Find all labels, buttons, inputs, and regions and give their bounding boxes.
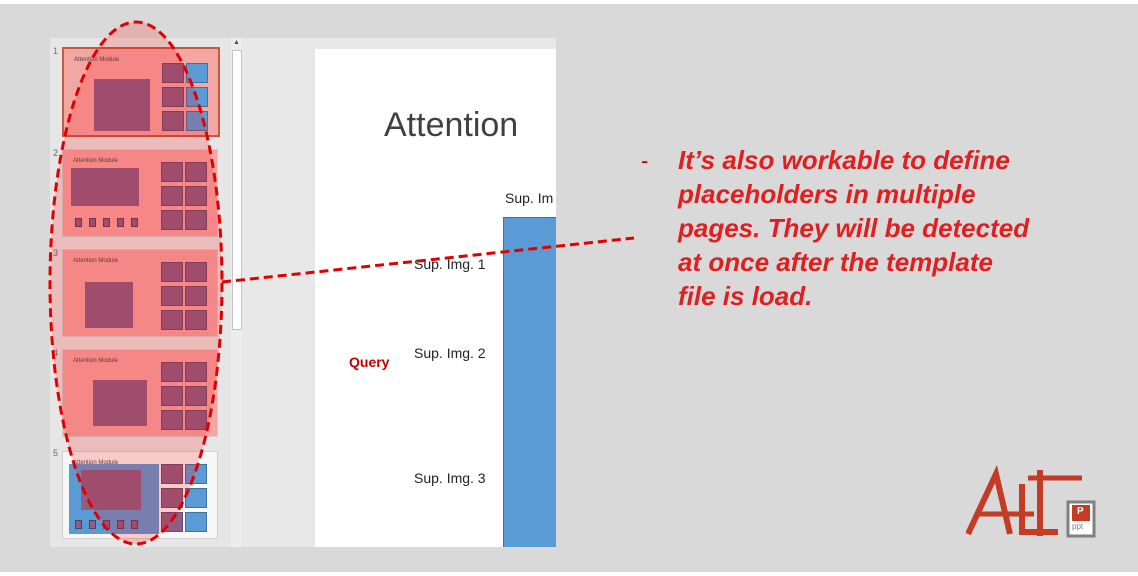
thumbnail-title: Attention Module [73, 258, 118, 264]
support-placeholder [185, 386, 207, 406]
output-placeholder [185, 464, 207, 484]
support-placeholder [162, 63, 184, 83]
support-placeholder [161, 488, 183, 508]
thumbnail-title: Attention Module [73, 158, 118, 164]
query-placeholder [85, 282, 133, 328]
support-placeholder [185, 410, 207, 430]
support-placeholder [161, 186, 183, 206]
small-placeholder [75, 520, 82, 529]
small-placeholder [131, 218, 138, 227]
support-placeholder [162, 111, 184, 131]
support-placeholder [161, 464, 183, 484]
output-placeholder-box[interactable] [503, 217, 556, 547]
slide-thumbnail-3[interactable]: Attention Module [62, 249, 218, 337]
scrollbar-thumb[interactable] [232, 50, 242, 330]
support-top-label[interactable]: Sup. Im [505, 190, 554, 206]
annotation-line: file is load. [678, 281, 813, 311]
small-placeholder [89, 520, 96, 529]
support-placeholder [185, 286, 207, 306]
logo-ppt-text: ppt [1072, 522, 1084, 531]
query-label[interactable]: Query [349, 354, 390, 370]
support-placeholder [185, 210, 207, 230]
small-placeholder [117, 520, 124, 529]
logo-ppt-icon-letter: P [1077, 506, 1084, 517]
support-placeholder [185, 262, 207, 282]
support-placeholder [161, 210, 183, 230]
slide-editing-area[interactable]: Attention Sup. Im Sup. Img. 1 Sup. Img. … [242, 38, 556, 547]
support-placeholder [161, 262, 183, 282]
thumbnail-title: Attention Module [74, 57, 119, 63]
thumbnail-title: Attention Module [73, 460, 118, 466]
support-placeholder [161, 162, 183, 182]
thumbnail-number: 5 [53, 448, 59, 458]
thumbnail-number: 1 [53, 46, 59, 56]
small-placeholder [103, 218, 110, 227]
thumbnail-title: Attention Module [73, 358, 118, 364]
connector-line [221, 236, 635, 284]
slide-thumbnail-2[interactable]: Attention Module [62, 149, 218, 237]
support-placeholder [162, 87, 184, 107]
query-placeholder [71, 168, 139, 206]
small-placeholder [89, 218, 96, 227]
support-placeholder [185, 186, 207, 206]
annotation-text: It’s also workable to define placeholder… [678, 143, 1098, 313]
slide-thumbnail-4[interactable]: Attention Module [62, 349, 218, 437]
annotation-line: pages. They will be detected [678, 213, 1030, 243]
support-image-2-label[interactable]: Sup. Img. 2 [414, 345, 486, 361]
support-placeholder [185, 162, 207, 182]
bottom-border [0, 572, 1138, 576]
output-placeholder [185, 488, 207, 508]
annotation-bullet: - [641, 148, 649, 173]
support-placeholder [185, 310, 207, 330]
auto-ppt-logo: P ppt [965, 464, 1098, 545]
small-placeholder [117, 218, 124, 227]
small-placeholder [131, 520, 138, 529]
support-placeholder [161, 286, 183, 306]
small-placeholder [75, 218, 82, 227]
thumbnail-number: 2 [53, 148, 59, 158]
annotation-line: placeholders in multiple [678, 179, 976, 209]
slide-title[interactable]: Attention [384, 106, 519, 144]
thumbnail-number: 4 [53, 348, 58, 358]
scroll-up-arrow-icon[interactable]: ▲ [233, 39, 240, 46]
thumbnail-number: 3 [53, 248, 58, 258]
support-placeholder [161, 362, 183, 382]
support-placeholder [185, 362, 207, 382]
annotation-line: It’s also workable to define [678, 145, 1010, 175]
output-placeholder [186, 111, 208, 131]
support-image-3-label[interactable]: Sup. Img. 3 [414, 470, 486, 486]
top-border [0, 0, 1138, 4]
thumbnail-scrollbar[interactable]: ▲ [231, 38, 242, 547]
query-placeholder [94, 79, 150, 131]
support-placeholder [161, 310, 183, 330]
slide-thumbnail-5[interactable]: Attention Module [62, 451, 218, 539]
slide-thumbnail-1[interactable]: Attention Module [62, 47, 220, 137]
query-placeholder [93, 380, 147, 426]
support-placeholder [161, 410, 183, 430]
annotation-line: at once after the template [678, 247, 993, 277]
slide-canvas[interactable]: Attention Sup. Im Sup. Img. 1 Sup. Img. … [315, 49, 556, 547]
highlight-ellipse [48, 20, 224, 546]
output-placeholder [185, 512, 207, 532]
support-placeholder [161, 386, 183, 406]
slide-thumbnail-panel[interactable]: 1 Attention Module 2 Attention Module 3 … [50, 38, 231, 547]
